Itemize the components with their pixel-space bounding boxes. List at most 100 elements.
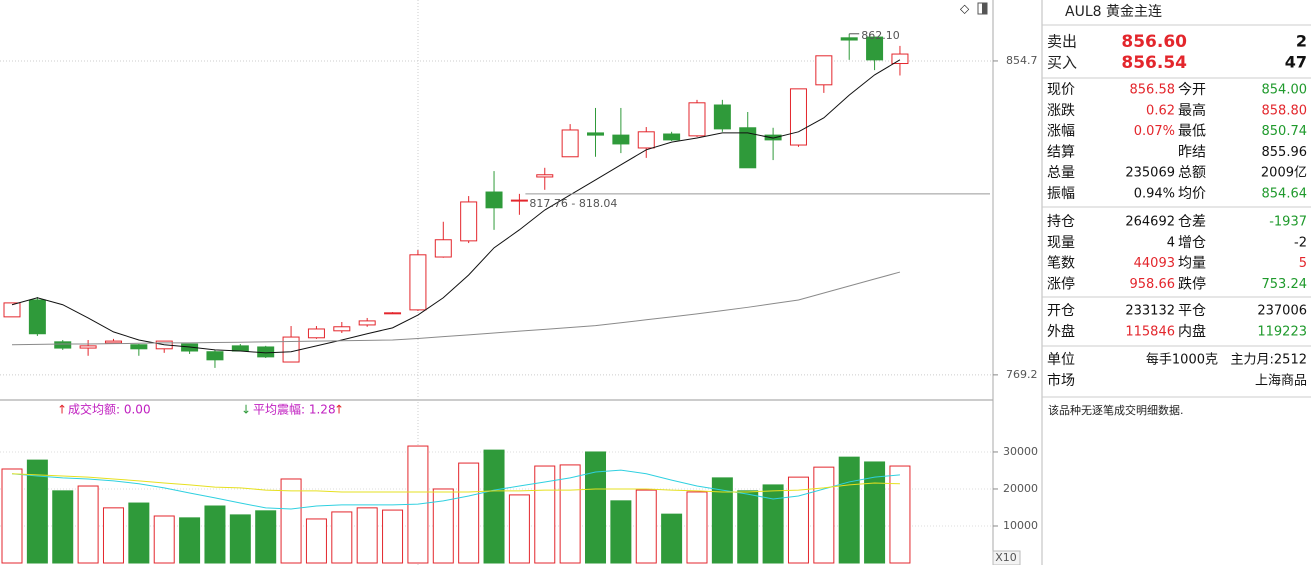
candle-body — [688, 102, 706, 137]
quote-value: 上海商品 — [1255, 373, 1307, 388]
candle-body — [409, 254, 427, 311]
volume-bar — [762, 484, 784, 564]
icon — [982, 3, 987, 14]
quote-value: 855.96 — [1262, 145, 1308, 160]
volume-bar — [585, 451, 607, 564]
volume-bar — [305, 518, 327, 564]
annotation: 862.10 — [861, 29, 900, 42]
indicator: 成交均额: 0.00 — [68, 402, 151, 417]
indicator: 平均震幅: 1.28 — [253, 402, 336, 417]
quote-label: 持仓 — [1047, 214, 1075, 230]
quote-value: 每手1000克 — [1146, 352, 1218, 368]
indicator: ↑ — [334, 403, 344, 417]
volume-bar — [204, 505, 226, 564]
candle-body — [282, 336, 300, 363]
quote-value: 115846 — [1125, 324, 1175, 339]
quote-label: 涨停 — [1047, 275, 1075, 292]
candle-body — [891, 53, 909, 65]
quote-label: 开仓 — [1047, 303, 1075, 319]
volume-bar — [508, 494, 530, 564]
quote-value: 0.62 — [1146, 103, 1175, 118]
candle-body — [510, 199, 528, 202]
quote-value: 235069 — [1125, 166, 1175, 181]
icon[interactable]: ◇ — [960, 2, 970, 16]
volume-bar — [128, 502, 150, 564]
candle-body — [713, 104, 731, 130]
ma-line — [11, 59, 901, 354]
panel-note: 该品种无逐笔成交明细数据. — [1048, 403, 1184, 417]
candle-body — [358, 320, 376, 326]
volume-bar — [787, 476, 809, 564]
annotation: 817.76 - 818.04 — [529, 197, 617, 210]
volume-bar — [1, 468, 23, 564]
candle-body — [587, 132, 605, 136]
candle-body — [384, 312, 402, 315]
volume-bar — [179, 517, 201, 564]
scale-label: X10 — [995, 551, 1017, 564]
quote-value: 858.80 — [1262, 103, 1308, 118]
scale-box — [992, 550, 1021, 565]
y-tick-label: 30000 — [1003, 445, 1038, 458]
candle-body — [460, 201, 478, 242]
candle-body — [866, 36, 884, 61]
volume-bar — [52, 490, 74, 564]
quote-value: -1937 — [1269, 215, 1307, 230]
volume-bar — [382, 509, 404, 564]
candle-body — [79, 345, 97, 349]
volume-bar — [432, 488, 454, 564]
volume-bar — [813, 466, 835, 564]
candle-body — [54, 341, 72, 349]
quote-value: 854.64 — [1262, 187, 1308, 202]
quote-label: 振幅 — [1047, 186, 1075, 202]
quote-value: 264692 — [1125, 215, 1175, 230]
quote-label: 最高 — [1178, 102, 1206, 119]
quote-value: 0.07% — [1134, 124, 1175, 139]
bid-ask-price: 856.54 — [1121, 53, 1187, 73]
indicator: ↓ — [241, 403, 251, 417]
volume-bar — [864, 461, 886, 564]
volume-bar — [458, 462, 480, 564]
quote-value: 0.94% — [1134, 187, 1175, 202]
quote-value: 主力月:2512 — [1231, 353, 1307, 368]
candle-body — [257, 346, 275, 358]
candle-body — [434, 239, 452, 258]
panel-title: AUL8 黄金主连 — [1065, 3, 1162, 20]
candle-body — [663, 133, 681, 141]
ma-line — [11, 271, 901, 346]
volume-bar — [711, 477, 733, 564]
candle-body — [637, 131, 655, 149]
volume-bar — [153, 515, 175, 564]
volume-bar — [356, 507, 378, 564]
quote-value: 856.58 — [1130, 83, 1176, 98]
candle-body — [840, 37, 858, 41]
indicator: ↑ — [57, 403, 67, 417]
volume-bar — [559, 464, 581, 564]
quote-label: 总额 — [1178, 165, 1206, 181]
volume-ma-line — [11, 469, 900, 510]
volume-bar — [610, 500, 632, 564]
quote-value: 753.24 — [1262, 277, 1308, 292]
volume-bar — [737, 490, 759, 564]
quote-label: 结算 — [1047, 144, 1075, 160]
candle-body — [104, 340, 122, 344]
quote-label: 均量 — [1178, 256, 1206, 272]
quote-value: 5 — [1299, 256, 1307, 271]
quote-value: 237006 — [1257, 304, 1307, 319]
volume-bar — [331, 511, 353, 564]
quote-label: 总量 — [1047, 165, 1075, 181]
quote-label: 增仓 — [1178, 235, 1206, 251]
candle-body — [789, 88, 807, 146]
quote-label: 涨跌 — [1047, 103, 1075, 119]
candle-body — [130, 344, 148, 350]
quote-label: 涨幅 — [1047, 124, 1075, 140]
candle-body — [764, 134, 782, 141]
candle-body — [206, 351, 224, 361]
volume-bar — [26, 459, 48, 564]
candle-body — [815, 55, 833, 86]
candle-body — [3, 302, 21, 318]
quote-label: 平仓 — [1178, 303, 1206, 319]
quote-value: 119223 — [1257, 324, 1307, 339]
